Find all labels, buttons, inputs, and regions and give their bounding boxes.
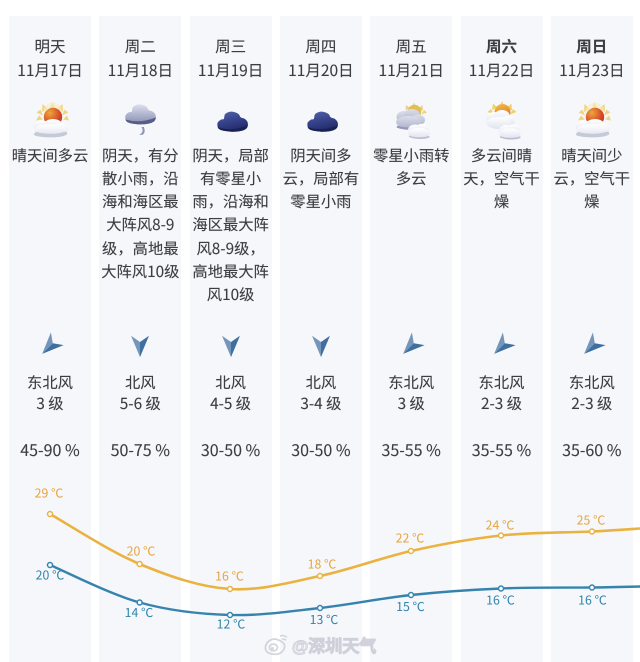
svg-text:12 ℃: 12 ℃ [217, 614, 246, 632]
svg-text:22 ℃: 22 ℃ [396, 528, 425, 546]
svg-text:18 ℃: 18 ℃ [308, 554, 337, 572]
svg-text:14 ℃: 14 ℃ [125, 603, 154, 621]
svg-text:15 ℃: 15 ℃ [396, 597, 425, 615]
svg-text:16 ℃: 16 ℃ [578, 590, 607, 608]
svg-text:25 ℃: 25 ℃ [577, 510, 606, 528]
svg-text:29 ℃: 29 ℃ [35, 483, 64, 501]
svg-text:13 ℃: 13 ℃ [310, 610, 339, 628]
svg-text:20 ℃: 20 ℃ [127, 541, 156, 559]
svg-text:20 ℃: 20 ℃ [36, 565, 65, 583]
svg-text:16 ℃: 16 ℃ [486, 590, 515, 608]
svg-text:16 ℃: 16 ℃ [215, 566, 244, 584]
svg-text:@深圳天气: @深圳天气 [292, 632, 377, 657]
svg-text:24 ℃: 24 ℃ [486, 515, 515, 533]
